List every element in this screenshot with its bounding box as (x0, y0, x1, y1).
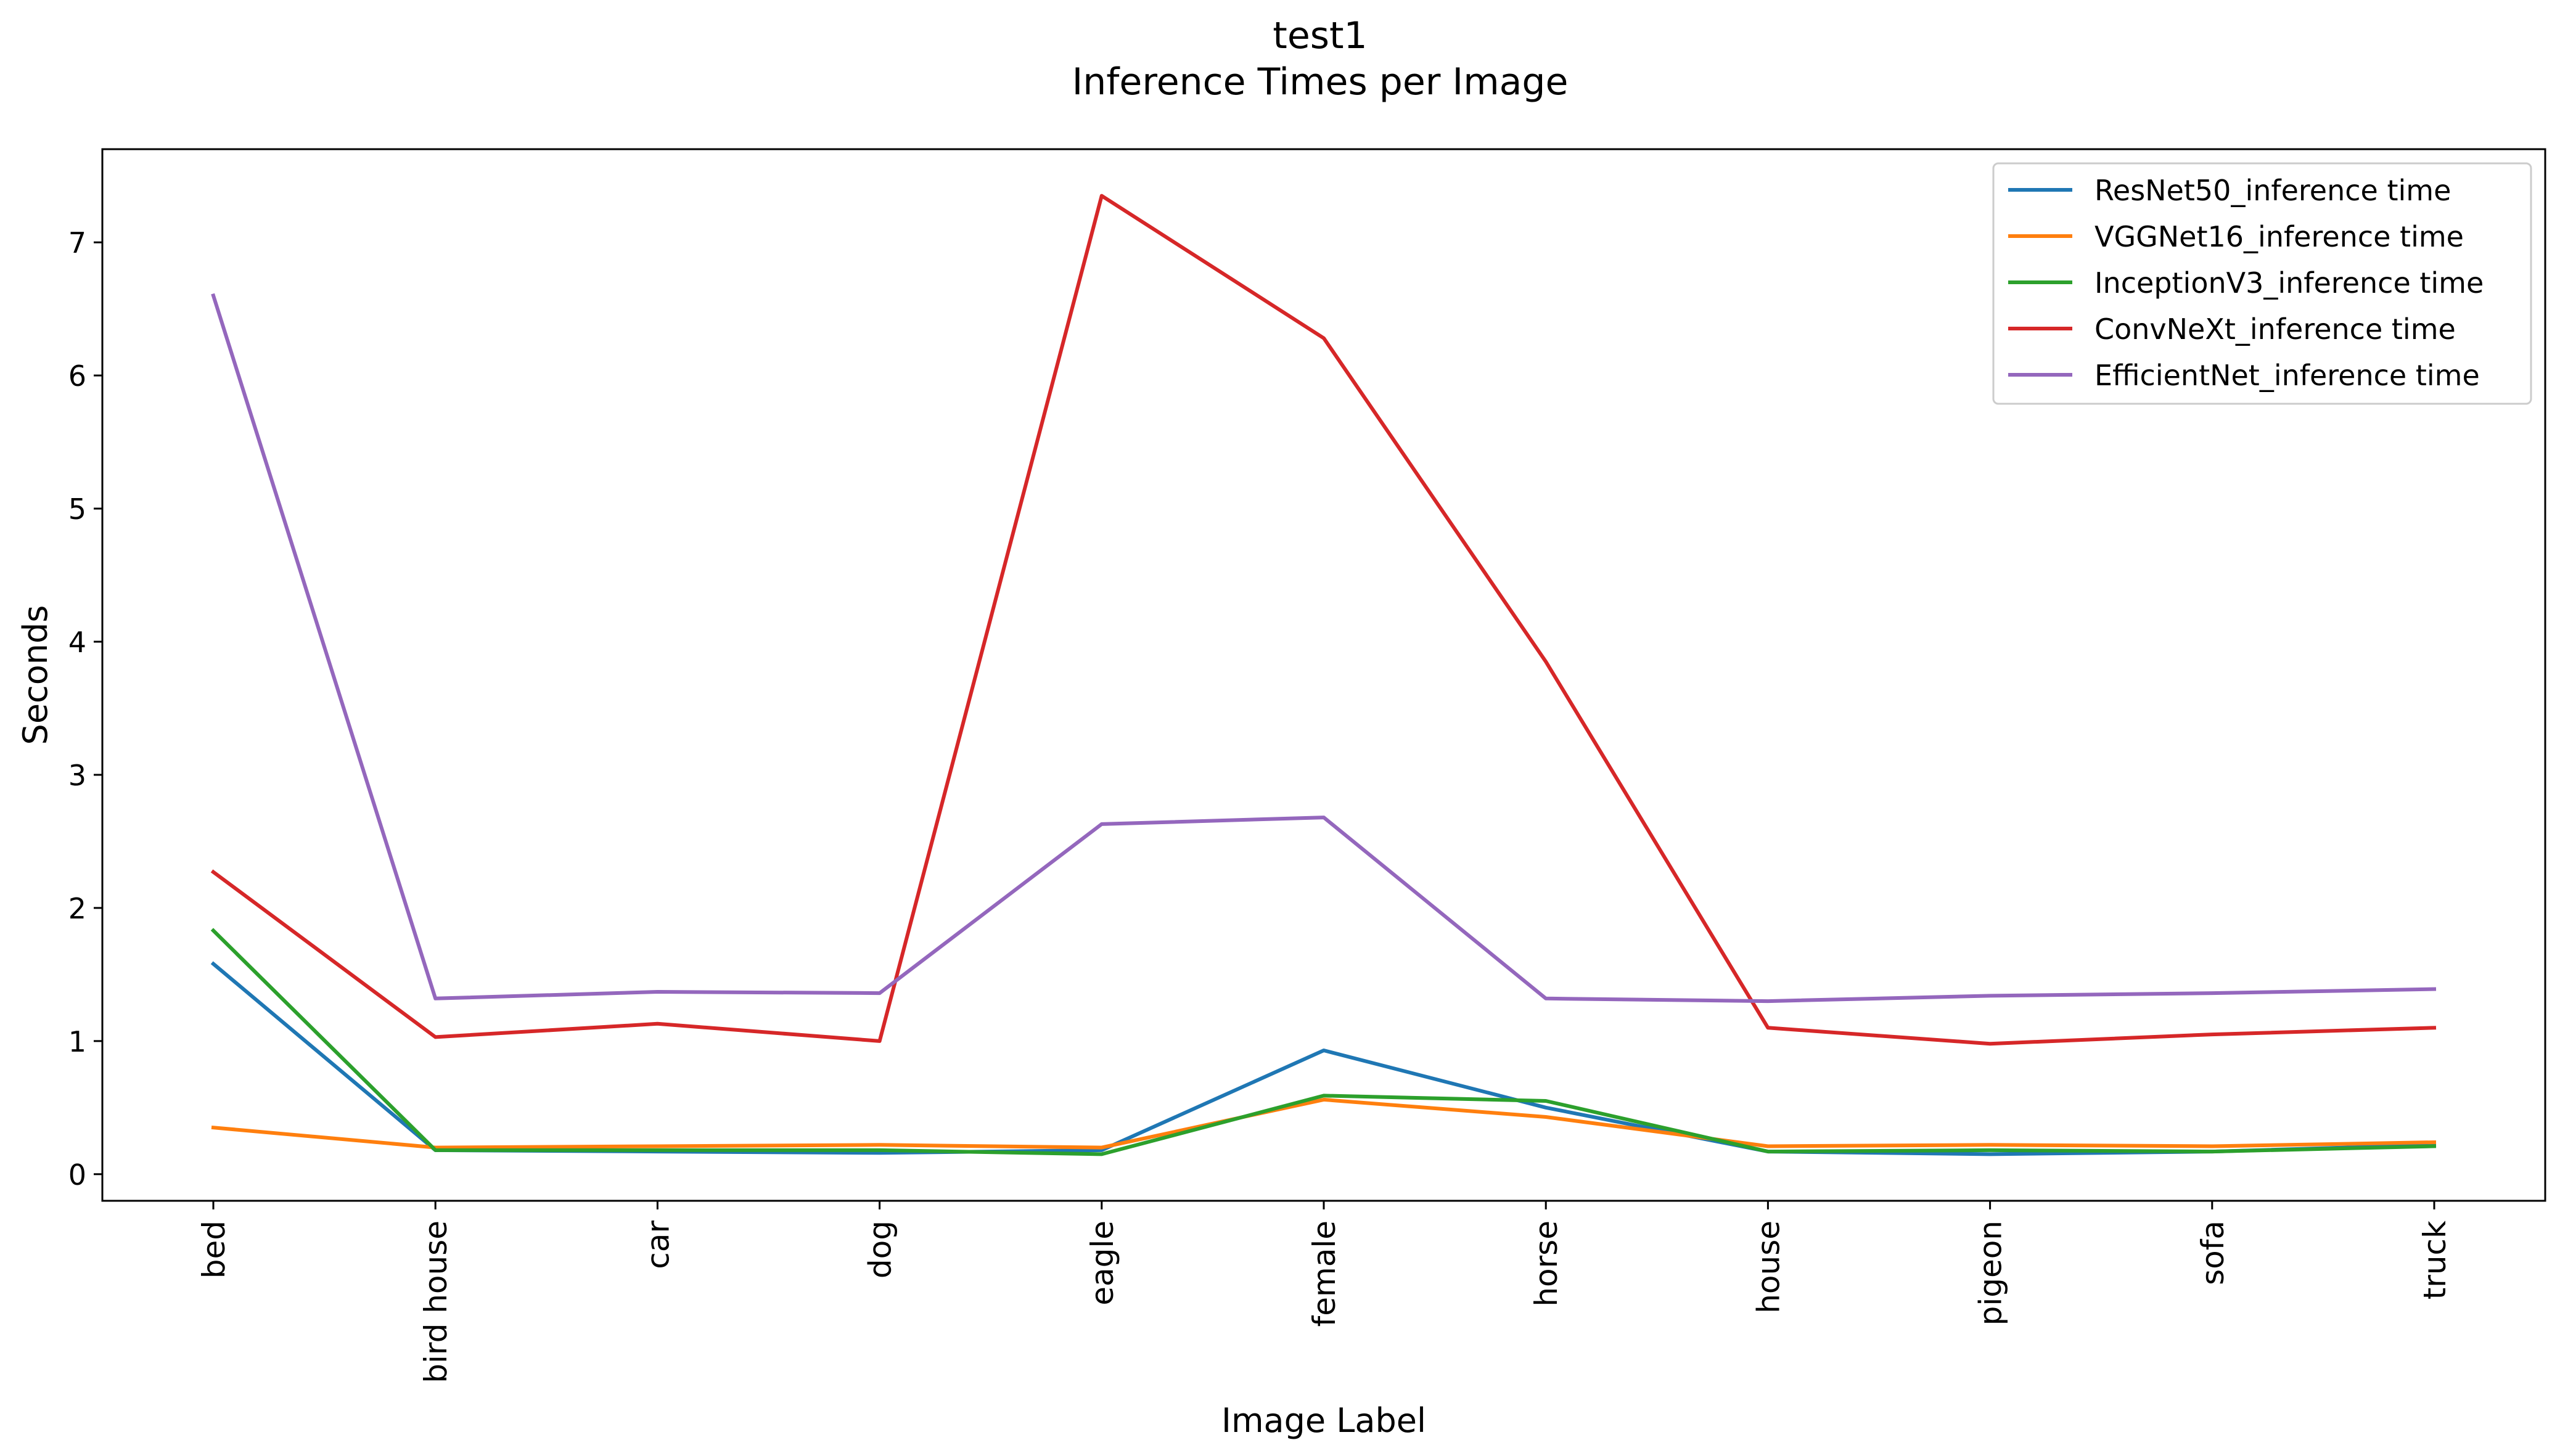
chart-title: test1 (1273, 14, 1367, 57)
x-tick-label: car (640, 1221, 676, 1269)
x-tick-label: pigeon (1973, 1221, 2009, 1325)
y-tick-label: 4 (68, 626, 86, 659)
series-line-2 (210, 928, 2437, 1156)
plot-frame (101, 148, 2546, 1202)
y-tick-label: 0 (68, 1158, 86, 1192)
series-line-3 (210, 194, 2437, 1046)
legend-label: ResNet50_inference time (2094, 174, 2451, 207)
x-axis-label: Image Label (1221, 1401, 1426, 1440)
x-axis-ticks: bed bird house car dog eagle female horse house… (196, 1201, 2453, 1383)
x-tick-label: bird house (418, 1221, 454, 1383)
chart-subtitle: Inference Times per Image (1072, 60, 1569, 104)
x-tick-label: bed (196, 1221, 232, 1278)
x-tick-label: house (1750, 1221, 1786, 1314)
legend-label: InceptionV3_inference time (2094, 266, 2484, 300)
series-line-4 (211, 293, 2437, 1004)
y-axis-label: Seconds (16, 605, 55, 745)
y-tick-label: 5 (68, 493, 86, 526)
legend: ResNet50_inference time VGGNet16_inferenc… (1992, 162, 2532, 405)
x-tick-label: female (1307, 1221, 1342, 1327)
x-tick-label: dog (863, 1221, 898, 1278)
y-tick-label: 7 (68, 226, 86, 260)
series-layer (210, 194, 2437, 1156)
legend-label: VGGNet16_inference time (2094, 220, 2464, 253)
legend-frame (1992, 162, 2532, 405)
y-axis-ticks: 0 1 2 3 4 5 6 7 (68, 226, 102, 1192)
legend-label: ConvNeXt_inference time (2094, 313, 2456, 346)
x-tick-label: eagle (1085, 1221, 1120, 1306)
x-tick-label: truck (2417, 1221, 2453, 1299)
y-tick-label: 3 (68, 759, 86, 792)
series-line-1 (211, 1097, 2437, 1150)
legend-label: EfficientNet_inference time (2094, 359, 2480, 392)
x-tick-label: horse (1528, 1221, 1564, 1307)
y-tick-label: 1 (68, 1025, 86, 1058)
y-tick-label: 2 (68, 892, 86, 925)
y-tick-label: 6 (68, 359, 86, 393)
x-tick-label: sofa (2195, 1221, 2231, 1285)
